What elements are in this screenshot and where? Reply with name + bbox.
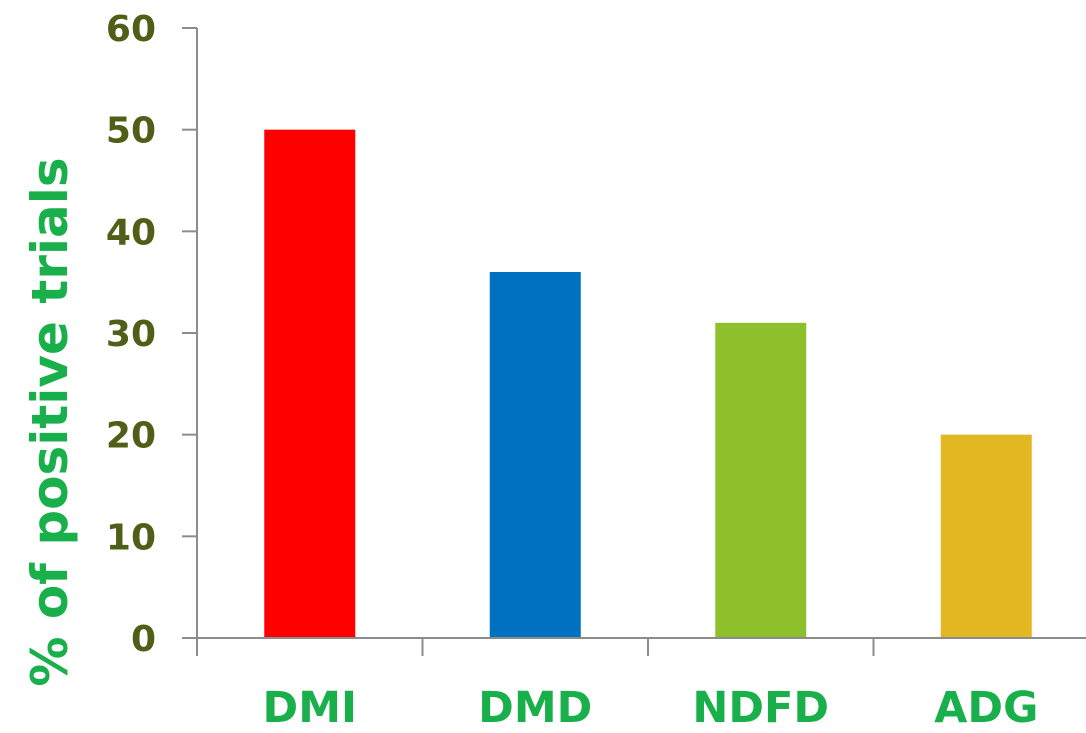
y-axis-ticks [182,27,197,639]
bar-dmd [489,272,581,638]
x-axis-category-labels: DMI DMD NDFD ADG [263,683,1039,733]
y-tick-label: 30 [106,314,156,355]
bar-dmi [264,129,356,638]
bars [264,129,1032,638]
x-category-label: DMI [263,683,357,728]
y-tick-label: 0 [131,619,156,660]
y-tick-label: 10 [106,517,156,558]
bar-ndfd [715,322,807,638]
x-category-label: DMD [478,683,592,728]
x-axis-ticks [196,638,875,656]
y-tick-label: 50 [106,111,156,152]
y-tick-label: 60 [106,9,156,50]
y-tick-label: 20 [106,416,156,457]
bar-adg [940,434,1032,638]
y-axis-tick-labels: 0 10 20 30 40 50 60 [106,9,156,660]
x-category-label: NDFD [692,683,829,728]
x-category-label: ADG [934,683,1038,728]
y-tick-label: 40 [106,212,156,253]
y-axis-title: % of positive trials [21,157,79,686]
